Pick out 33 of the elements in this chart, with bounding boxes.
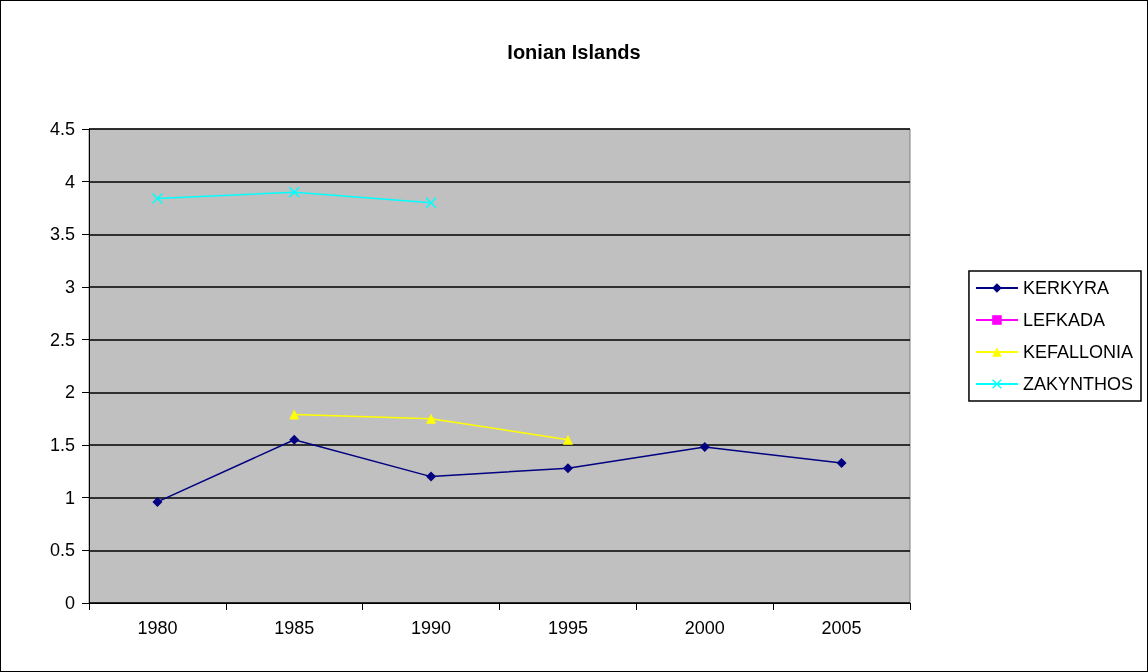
point [289,409,300,420]
y-tick-label: 2 [64,382,75,403]
point [151,193,163,205]
point [288,186,300,198]
point [562,434,573,445]
chart-title: Ionian Islands [507,41,641,63]
point [152,496,163,507]
point [562,463,573,474]
point [289,434,300,445]
point [699,442,710,453]
y-tick-label: 1.5 [49,435,75,455]
y-tick-label: 3.5 [49,224,75,245]
y-tick-label: 3 [64,277,75,297]
point [836,457,847,468]
legend-label: LEFKADA [1022,310,1105,330]
y-tick-label: 0.5 [49,540,75,561]
x-tick-label: 1995 [547,618,588,638]
y-tick-label: 4 [64,171,75,192]
point [425,197,437,209]
point [426,413,437,424]
point [426,471,437,482]
y-tick-label: 4.5 [49,119,75,139]
x-tick-label: 2000 [684,618,725,638]
x-tick-label: 2005 [821,618,862,638]
legend-label: KERKYRA [1022,278,1109,298]
legend-label: ZAKYNTHOS [1022,374,1133,394]
x-tick-label: 1985 [274,618,315,638]
y-tick-label: 0 [64,593,75,613]
x-tick-label: 1980 [137,618,178,638]
y-tick-label: 2.5 [49,329,75,350]
x-tick-label: 1990 [411,618,452,638]
y-tick-label: 1 [64,487,75,508]
legend-label: KEFALLONIA [1022,342,1134,362]
